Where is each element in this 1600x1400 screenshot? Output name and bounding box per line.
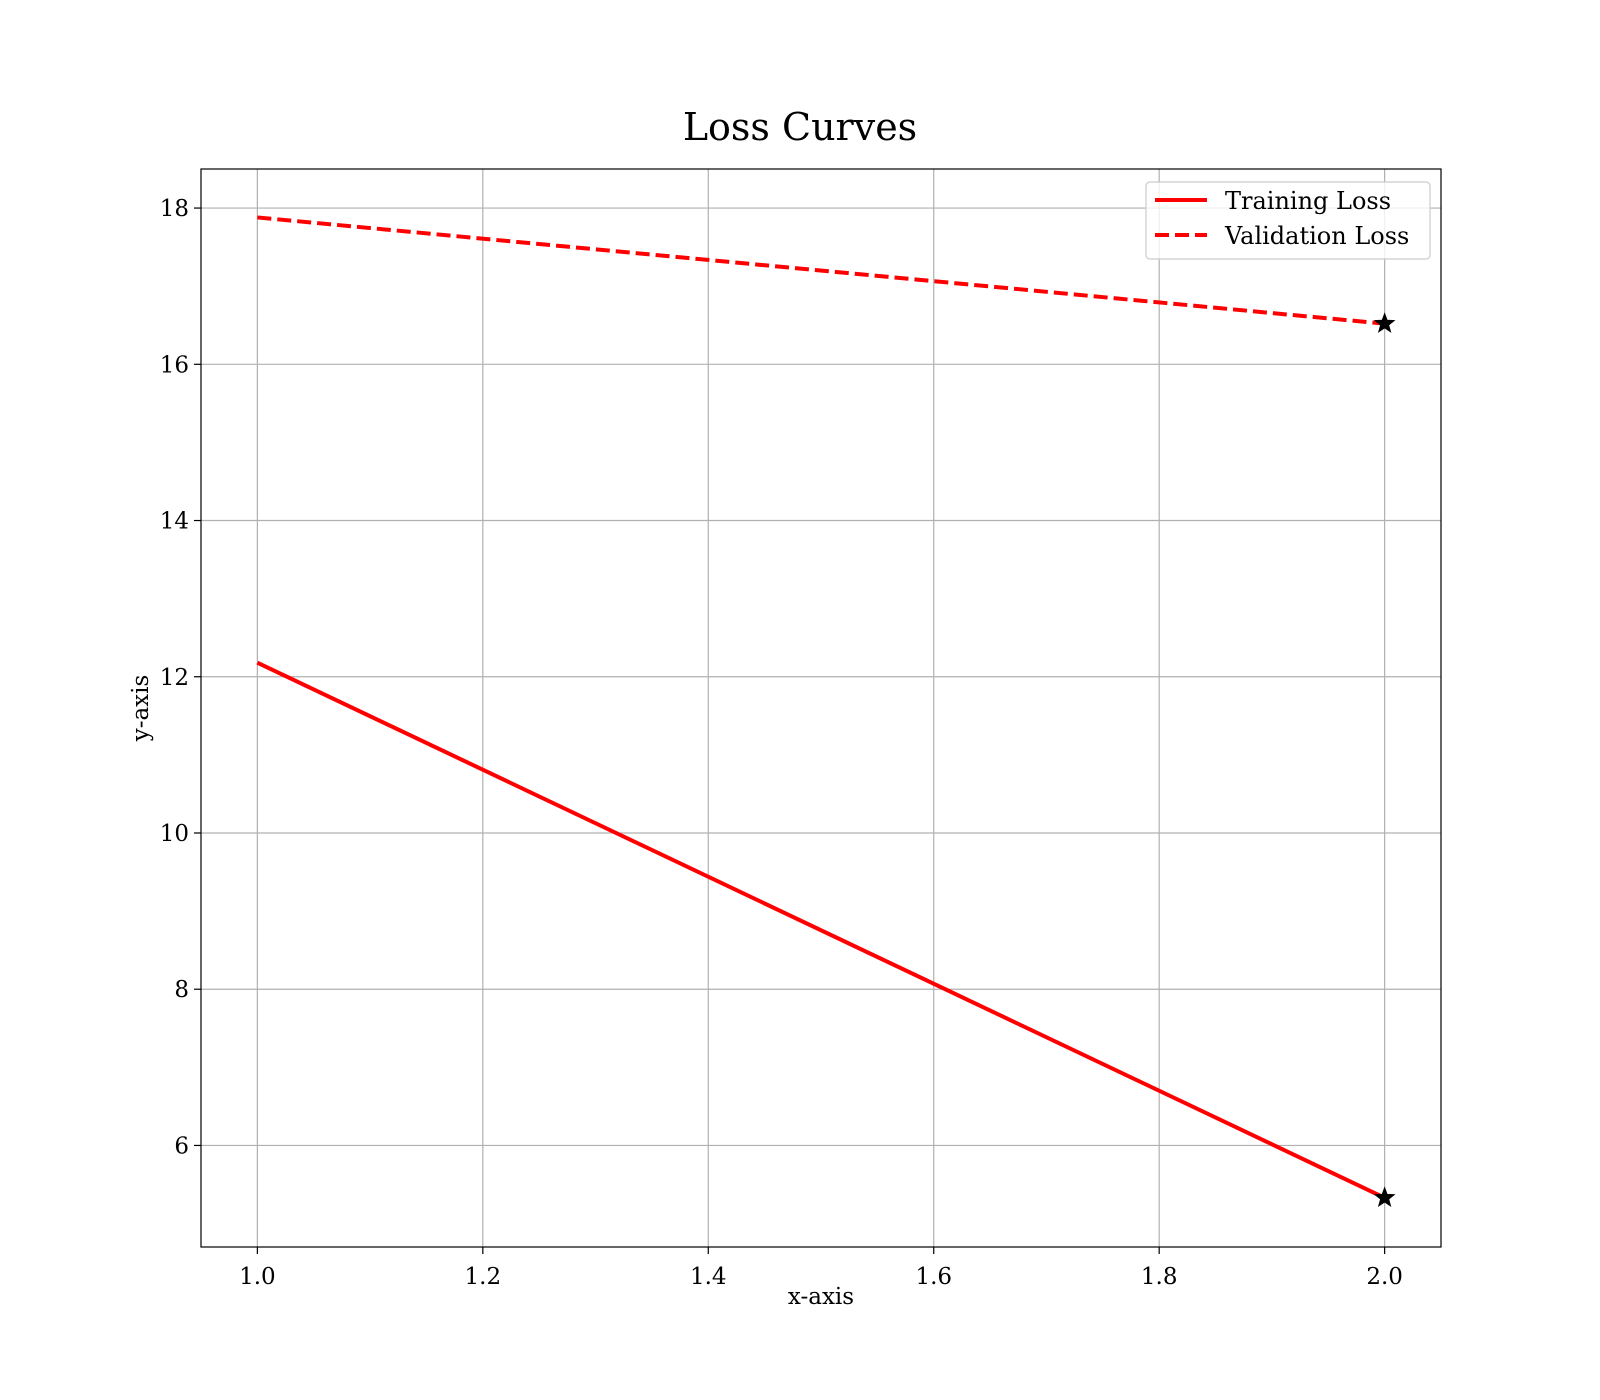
y-tick-label: 14 [160, 509, 189, 535]
y-tick-label: 10 [160, 821, 189, 847]
x-tick-label: 1.4 [690, 1264, 727, 1290]
y-tick-label: 12 [160, 665, 189, 691]
end-point-star-validation-loss [1373, 312, 1396, 333]
series-line-training-loss [256, 660, 1386, 1200]
x-tick-label: 1.8 [1141, 1264, 1178, 1290]
series-lines [256, 215, 1386, 1200]
x-axis-label: x-axis [788, 1284, 854, 1310]
legend-label-validation-loss: Validation Loss [1224, 222, 1409, 250]
x-tick-label: 1.2 [465, 1264, 502, 1290]
y-tick-label: 16 [160, 352, 189, 378]
y-axis-label: y-axis [128, 675, 154, 743]
axis-ticks: 1.0 1.2 1.4 1.6 1.8 2.0 6 8 10 12 14 16 18 [160, 196, 1403, 1290]
grid-lines [201, 169, 1441, 1247]
y-tick-label: 18 [160, 196, 189, 222]
x-tick-label: 1.0 [239, 1264, 276, 1290]
x-tick-label: 1.6 [915, 1264, 952, 1290]
legend-box [1145, 181, 1431, 260]
legend-label-training-loss: Training Loss [1225, 187, 1391, 215]
series-line-validation-loss [257, 215, 1385, 326]
legend: Training Loss Validation Loss [1145, 181, 1431, 260]
end-point-star-training-loss [1373, 1186, 1396, 1208]
y-tick-label: 8 [174, 977, 189, 1003]
y-tick-label: 6 [174, 1133, 189, 1159]
chart-title: Loss Curves [683, 105, 917, 149]
x-tick-label: 2.0 [1366, 1264, 1403, 1290]
plot-frame [200, 168, 1442, 1248]
end-markers [1373, 312, 1396, 1208]
